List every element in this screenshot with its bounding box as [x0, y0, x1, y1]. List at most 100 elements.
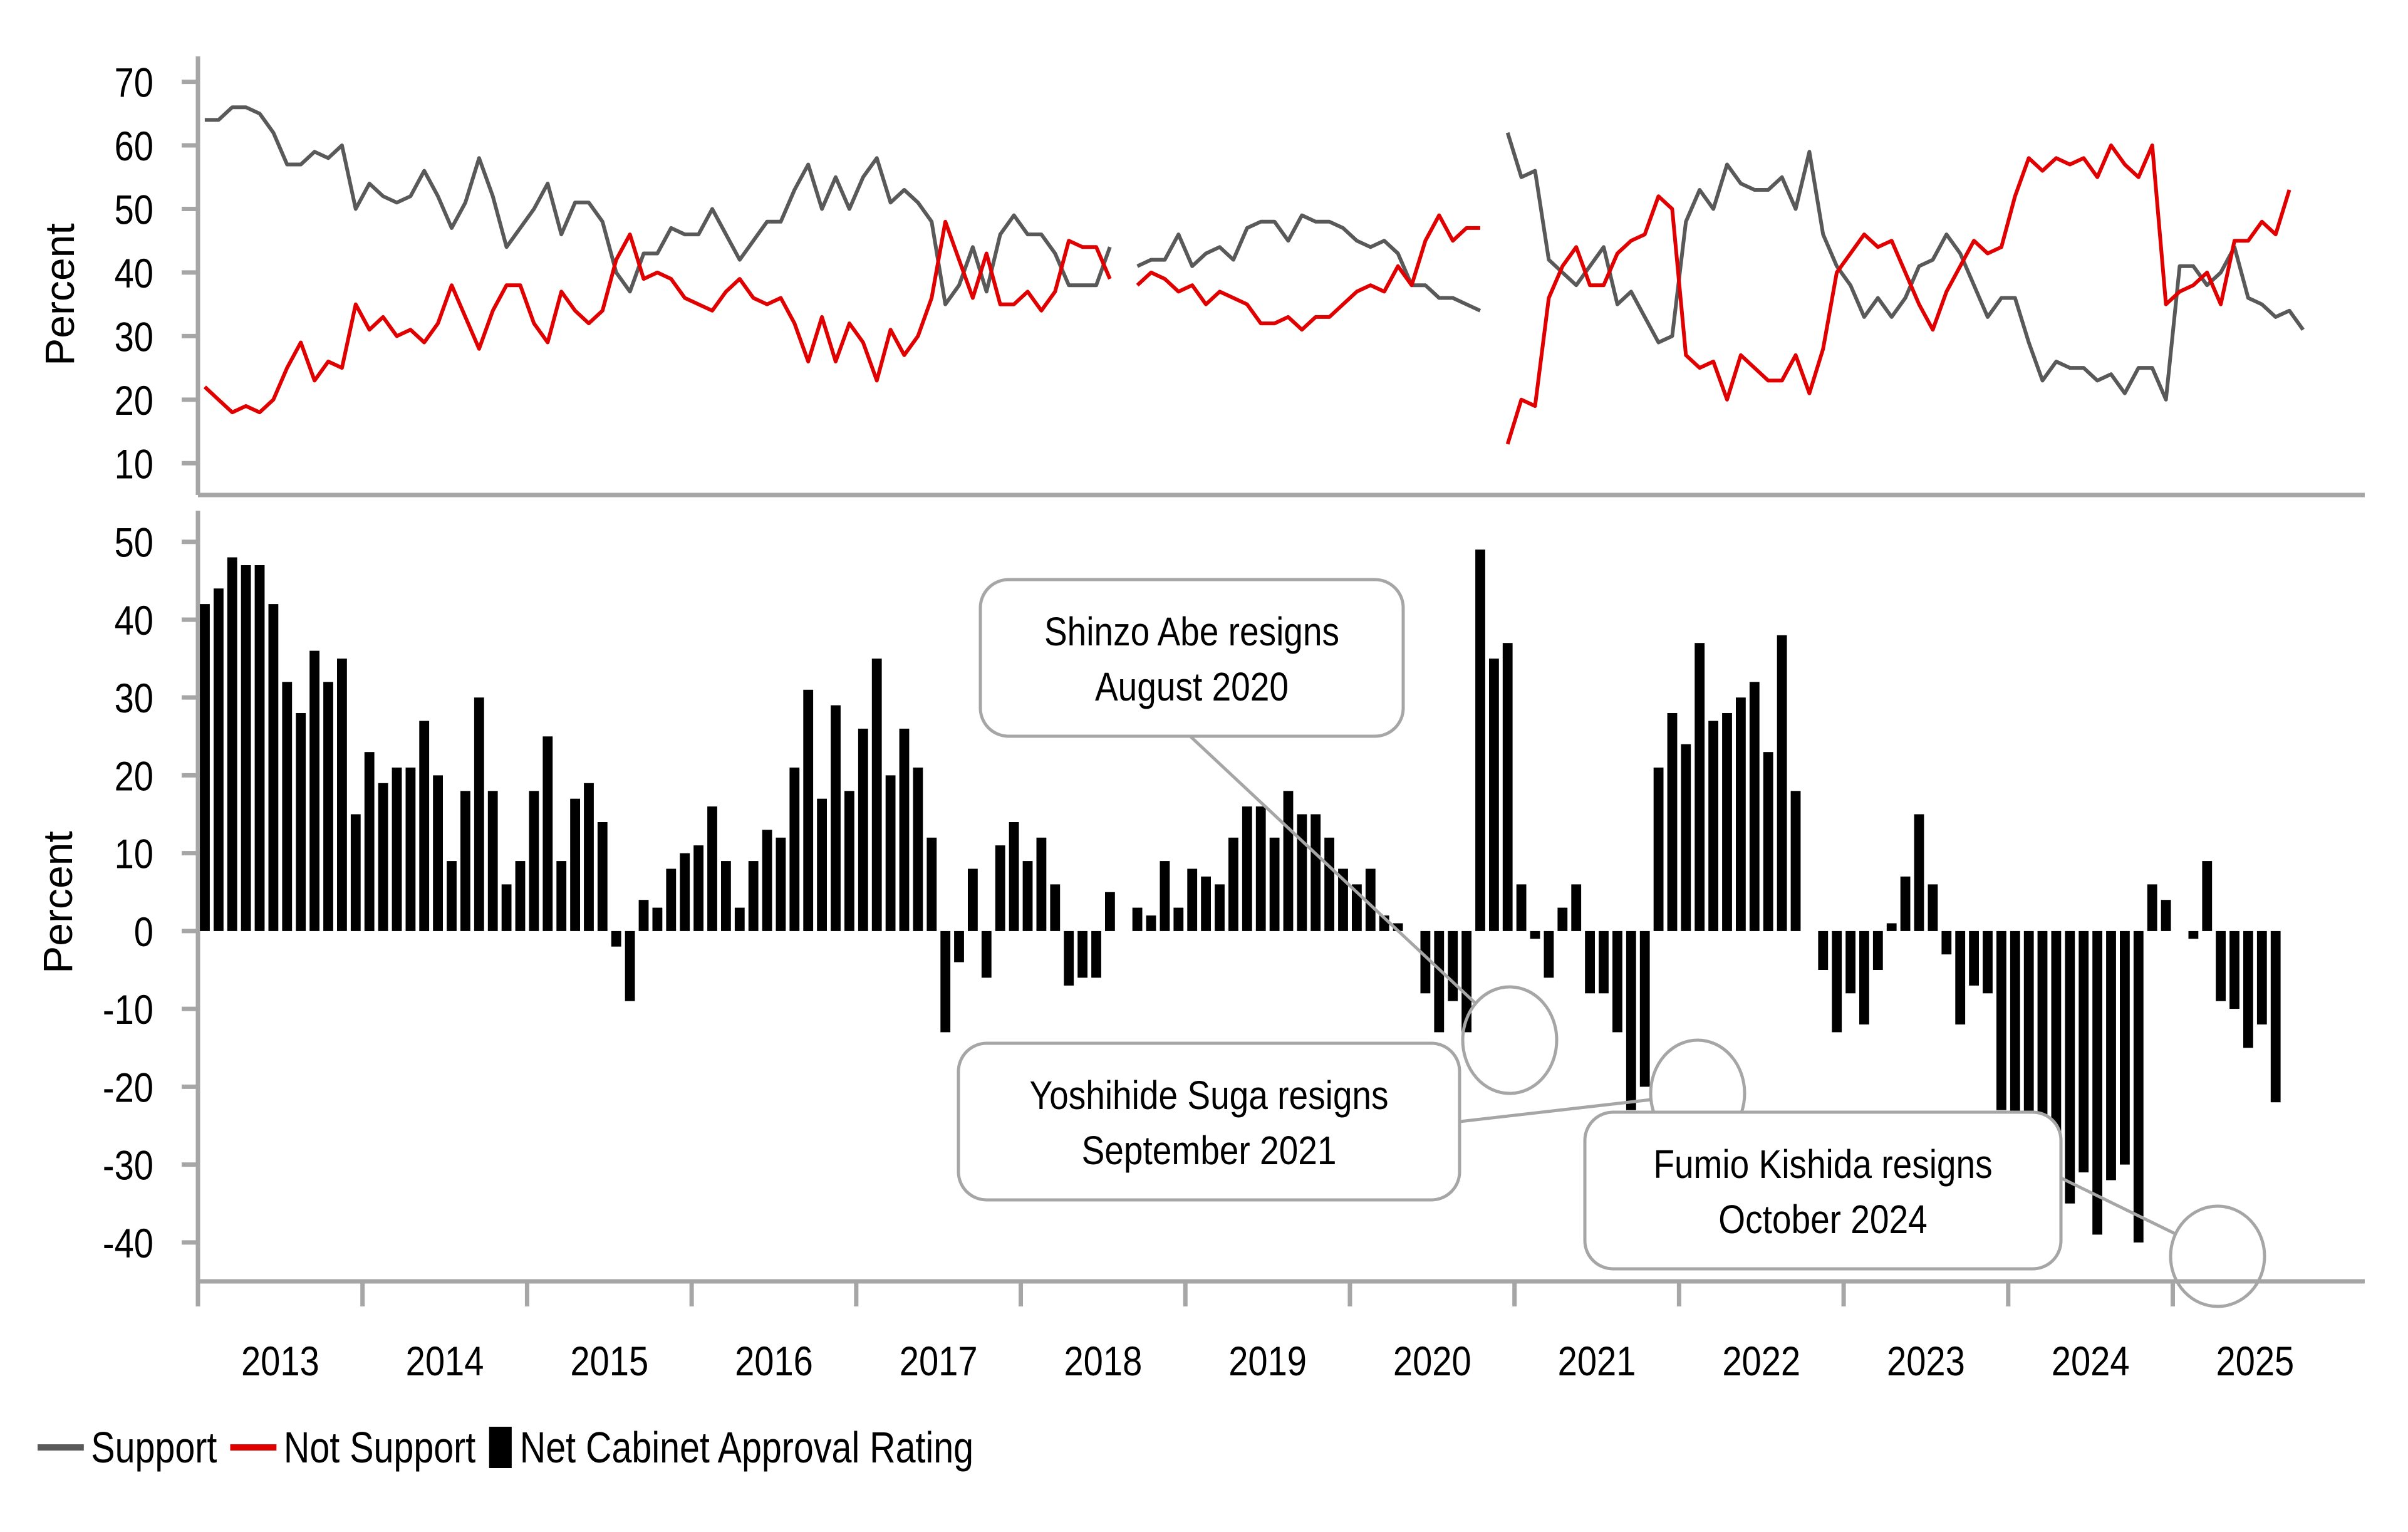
bar	[776, 837, 786, 931]
bar	[282, 682, 293, 931]
bar	[1859, 930, 1869, 1024]
bar	[584, 783, 594, 931]
bar	[1639, 930, 1650, 1087]
bar	[337, 659, 347, 931]
bar	[885, 775, 896, 931]
bar	[542, 736, 553, 931]
bar	[721, 861, 731, 931]
callout-text: August 2020	[1095, 664, 1289, 709]
bottom-y-tick-label: -40	[103, 1221, 153, 1266]
callout-text: September 2021	[1082, 1128, 1337, 1173]
top-y-tick-label: 30	[115, 314, 153, 360]
legend: Support Not Support Net Cabinet Approval…	[38, 1422, 987, 1472]
bar	[680, 853, 690, 931]
x-tick-label: 2020	[1393, 1338, 1471, 1384]
bottom-y-tick-label: 50	[115, 519, 153, 565]
callout-text: Shinzo Abe resigns	[1044, 609, 1339, 654]
x-axis: 2013 2014 2015 2016 2017 2018 2019 2020 2021 2022…	[195, 1281, 2294, 1384]
legend-item-support: Support	[38, 1422, 217, 1472]
bar	[378, 783, 388, 931]
bar	[2106, 930, 2116, 1180]
legend-label-not-support: Not Support	[283, 1423, 476, 1472]
bar	[1201, 876, 1211, 931]
callout-text: October 2024	[1718, 1197, 1927, 1242]
bar	[214, 588, 224, 931]
bar	[570, 798, 580, 931]
bar	[1818, 930, 1829, 970]
bar	[597, 822, 608, 931]
bar	[1722, 713, 1732, 931]
bar	[638, 900, 649, 931]
bar	[254, 565, 265, 931]
bar	[1283, 791, 1294, 931]
x-tick-label: 2023	[1887, 1338, 1965, 1384]
bar	[2051, 930, 2062, 1180]
bar	[748, 861, 759, 931]
bar	[1777, 635, 1787, 931]
bar	[1900, 876, 1911, 931]
bar	[1941, 930, 1952, 955]
top-y-axis-title: Percent	[36, 223, 83, 365]
bar	[1872, 930, 1883, 970]
bar	[1914, 814, 1924, 931]
bar	[762, 830, 772, 931]
bar	[1996, 930, 2006, 1110]
bar	[1269, 837, 1280, 931]
x-tick-label: 2022	[1722, 1338, 1800, 1384]
bar	[1475, 550, 1485, 931]
bar	[1845, 930, 1855, 994]
bar	[474, 697, 484, 931]
top-y-tick-label: 50	[115, 187, 153, 232]
bar	[268, 604, 279, 931]
bar	[789, 768, 800, 931]
callout-leader-line	[2060, 1176, 2177, 1236]
bar	[1228, 837, 1238, 931]
bar	[241, 565, 251, 931]
bar	[1461, 930, 1471, 1033]
top-y-tick-label: 20	[115, 378, 153, 424]
bar	[2120, 930, 2130, 1165]
bar	[1064, 930, 1074, 986]
bar	[831, 705, 841, 931]
bar	[1173, 907, 1184, 931]
bar	[1599, 930, 1609, 994]
top-y-tick-label: 10	[115, 441, 153, 487]
legend-label-net-approval: Net Cabinet Approval Rating	[519, 1423, 974, 1472]
bar	[1187, 868, 1198, 931]
bar	[734, 907, 745, 931]
callout-box	[1583, 1110, 2063, 1271]
bar	[2065, 930, 2075, 1204]
bar	[515, 861, 526, 931]
bar	[556, 861, 567, 931]
bar	[858, 728, 868, 931]
bar	[1832, 930, 1842, 1033]
x-tick-label: 2015	[570, 1338, 648, 1384]
bar	[323, 682, 333, 931]
bar	[940, 930, 951, 1033]
bottom-y-tick-label: 0	[134, 909, 153, 955]
bar	[2256, 930, 2267, 1024]
bar	[2161, 900, 2171, 931]
bar	[1667, 713, 1678, 931]
bar	[1324, 837, 1334, 931]
bar	[1338, 868, 1348, 931]
bar	[1736, 697, 1746, 931]
bar	[1516, 884, 1527, 931]
top-y-tick-label: 60	[115, 123, 153, 169]
bar	[1242, 806, 1252, 931]
bar	[1091, 930, 1101, 978]
bottom-y-tick-label: 30	[115, 675, 153, 721]
bar	[1708, 721, 1718, 931]
bar	[1530, 930, 1540, 939]
bottom-y-tick-label: -10	[103, 987, 153, 1033]
annotations: Shinzo Abe resigns August 2020 Yoshihide S…	[957, 578, 2266, 1308]
bar	[871, 659, 882, 931]
x-tick-label: 2019	[1228, 1338, 1307, 1384]
bottom-y-tick-label: -30	[103, 1142, 153, 1188]
x-tick-label: 2013	[241, 1338, 319, 1384]
x-tick-label: 2018	[1064, 1338, 1142, 1384]
bar	[350, 814, 361, 931]
bar	[1132, 907, 1143, 931]
x-tick-label: 2021	[1558, 1338, 1636, 1384]
